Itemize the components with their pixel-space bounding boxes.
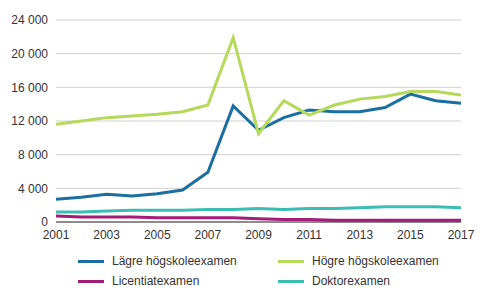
svg-text:12 000: 12 000 xyxy=(11,114,48,128)
svg-text:2003: 2003 xyxy=(93,228,120,242)
html-text:Lägre högskoleexamen: Lägre högskoleexamen xyxy=(112,254,237,268)
svg-text:2007: 2007 xyxy=(195,228,222,242)
svg-text:2015: 2015 xyxy=(397,228,424,242)
svg-text:8 000: 8 000 xyxy=(18,148,48,162)
svg-text:2001: 2001 xyxy=(43,228,70,242)
svg-text:16 000: 16 000 xyxy=(11,81,48,95)
svg-text:2017: 2017 xyxy=(448,228,475,242)
svg-text:2005: 2005 xyxy=(144,228,171,242)
html-text:Högre högskoleexamen: Högre högskoleexamen xyxy=(312,254,439,268)
svg-text:2013: 2013 xyxy=(346,228,373,242)
svg-text:2009: 2009 xyxy=(245,228,272,242)
html-text:Licentiatexamen: Licentiatexamen xyxy=(112,274,200,288)
html-text:Doktorexamen: Doktorexamen xyxy=(312,274,390,288)
svg-text:4 000: 4 000 xyxy=(18,182,48,196)
svg-text:20 000: 20 000 xyxy=(11,47,48,61)
svg-text:24 000: 24 000 xyxy=(11,13,48,27)
svg-text:2011: 2011 xyxy=(296,228,322,242)
svg-text:0: 0 xyxy=(41,215,48,229)
